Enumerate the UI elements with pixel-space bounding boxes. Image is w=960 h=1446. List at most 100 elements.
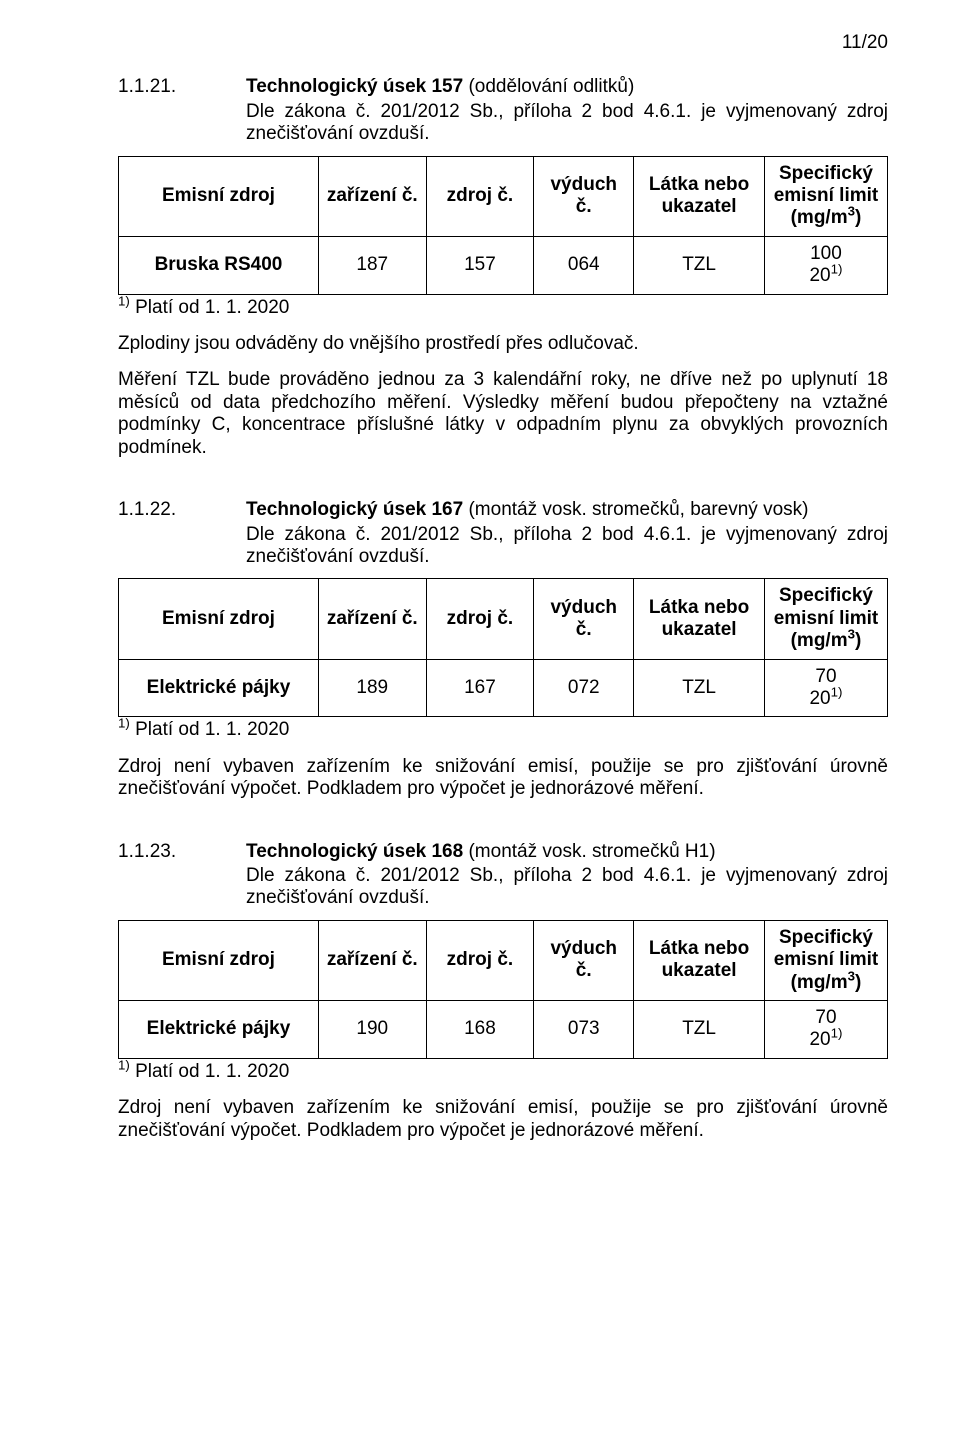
footnote-text: Platí od 1. 1. 2020 <box>130 1061 290 1082</box>
footnote-sup: 1) <box>118 293 130 308</box>
table-header-row: Emisní zdroj zařízení č. zdroj č. výduch… <box>119 156 888 236</box>
table-1: Emisní zdroj zařízení č. zdroj č. výduch… <box>118 156 888 295</box>
footnote-text: Platí od 1. 1. 2020 <box>130 297 290 318</box>
section-1-title: Technologický úsek 157 (oddělování odlit… <box>246 76 888 98</box>
section-2-sub: Dle zákona č. 201/2012 Sb., příloha 2 bo… <box>246 524 888 569</box>
th-vyduch: výduch č. <box>534 156 634 236</box>
page-number: 11/20 <box>118 32 888 54</box>
table-header-row: Emisní zdroj zařízení č. zdroj č. výduch… <box>119 579 888 659</box>
cell-latka: TZL <box>634 659 765 717</box>
th-limit: Specifický emisní limit (mg/m3) <box>764 579 887 659</box>
section-1-sub: Dle zákona č. 201/2012 Sb., příloha 2 bo… <box>246 101 888 146</box>
th-limit: Specifický emisní limit (mg/m3) <box>764 156 887 236</box>
cell-source: Elektrické pájky <box>119 1001 319 1059</box>
section-1-title-suffix: (oddělování odlitků) <box>468 76 634 97</box>
cell-limit-exp: 1) <box>831 685 843 700</box>
th-source: Emisní zdroj <box>119 920 319 1000</box>
paragraph-zdroj-3: Zdroj není vybaven zařízením ke snižován… <box>118 1097 888 1142</box>
paragraph-zplodiny: Zplodiny jsou odváděny do vnějšího prost… <box>118 333 888 355</box>
th-limit: Specifický emisní limit (mg/m3) <box>764 920 887 1000</box>
cell-limit-b: 20 <box>809 1029 830 1050</box>
section-2-title-suffix: (montáž vosk. stromečků, barevný vosk) <box>468 499 808 520</box>
th-zarizeni: zařízení č. <box>318 156 426 236</box>
footnote-sup: 1) <box>118 1057 130 1072</box>
cell-zarizeni: 190 <box>318 1001 426 1059</box>
cell-zarizeni: 187 <box>318 236 426 294</box>
section-2-title-bold: Technologický úsek 167 <box>246 499 468 520</box>
cell-source: Elektrické pájky <box>119 659 319 717</box>
cell-limit-exp: 1) <box>831 1026 843 1041</box>
th-limit-l3b: ) <box>855 207 861 228</box>
cell-limit-b: 20 <box>809 265 830 286</box>
table-header-row: Emisní zdroj zařízení č. zdroj č. výduch… <box>119 920 888 1000</box>
cell-source-text: Bruska RS400 <box>155 254 283 275</box>
th-limit-l2: emisní limit <box>774 185 879 206</box>
th-limit-exp: 3 <box>848 627 855 642</box>
th-limit-l1: Specifický <box>779 163 873 184</box>
footnote-2: 1) Platí od 1. 1. 2020 <box>118 719 888 741</box>
cell-limit-a: 70 <box>815 1007 836 1028</box>
th-limit-l3: (mg/m <box>791 207 848 228</box>
th-zdroj: zdroj č. <box>426 920 534 1000</box>
cell-limit-exp: 1) <box>831 262 843 277</box>
cell-latka: TZL <box>634 236 765 294</box>
footnote-1: 1) Platí od 1. 1. 2020 <box>118 297 888 319</box>
section-2-head: 1.1.22. Technologický úsek 167 (montáž v… <box>118 499 888 521</box>
th-limit-l1: Specifický <box>779 585 873 606</box>
section-2-number: 1.1.22. <box>118 499 246 521</box>
section-3-title: Technologický úsek 168 (montáž vosk. str… <box>246 841 888 863</box>
cell-vyduch: 073 <box>534 1001 634 1059</box>
cell-zdroj: 167 <box>426 659 534 717</box>
th-vyduch: výduch č. <box>534 920 634 1000</box>
cell-source-text: Elektrické pájky <box>147 1018 291 1039</box>
cell-source: Bruska RS400 <box>119 236 319 294</box>
footnote-3: 1) Platí od 1. 1. 2020 <box>118 1061 888 1083</box>
th-limit-l2: emisní limit <box>774 608 879 629</box>
th-limit-exp: 3 <box>848 968 855 983</box>
th-limit-exp: 3 <box>848 204 855 219</box>
th-limit-l3b: ) <box>855 630 861 651</box>
section-3-sub: Dle zákona č. 201/2012 Sb., příloha 2 bo… <box>246 865 888 910</box>
cell-zdroj: 168 <box>426 1001 534 1059</box>
section-1-title-bold: Technologický úsek 157 <box>246 76 468 97</box>
cell-zarizeni: 189 <box>318 659 426 717</box>
cell-limit-a: 70 <box>815 666 836 687</box>
th-vyduch: výduch č. <box>534 579 634 659</box>
th-limit-l2: emisní limit <box>774 949 879 970</box>
section-3-title-bold: Technologický úsek 168 <box>246 841 468 862</box>
footnote-text: Platí od 1. 1. 2020 <box>130 719 290 740</box>
section-3-title-suffix: (montáž vosk. stromečků H1) <box>468 841 715 862</box>
table-row: Elektrické pájky 189 167 072 TZL 70 201) <box>119 659 888 717</box>
table-3: Emisní zdroj zařízení č. zdroj č. výduch… <box>118 920 888 1059</box>
cell-latka: TZL <box>634 1001 765 1059</box>
cell-limit-b: 20 <box>809 688 830 709</box>
cell-zdroj: 157 <box>426 236 534 294</box>
th-zdroj: zdroj č. <box>426 579 534 659</box>
cell-limit: 70 201) <box>764 1001 887 1059</box>
section-2-title: Technologický úsek 167 (montáž vosk. str… <box>246 499 888 521</box>
cell-vyduch: 072 <box>534 659 634 717</box>
section-1-number: 1.1.21. <box>118 76 246 98</box>
cell-vyduch: 064 <box>534 236 634 294</box>
th-latka: Látka nebo ukazatel <box>634 920 765 1000</box>
cell-limit: 100 201) <box>764 236 887 294</box>
th-zdroj: zdroj č. <box>426 156 534 236</box>
th-limit-l1: Specifický <box>779 927 873 948</box>
th-latka: Látka nebo ukazatel <box>634 156 765 236</box>
cell-limit: 70 201) <box>764 659 887 717</box>
paragraph-mereni: Měření TZL bude prováděno jednou za 3 ka… <box>118 369 888 459</box>
section-1-head: 1.1.21. Technologický úsek 157 (oddělová… <box>118 76 888 98</box>
th-zarizeni: zařízení č. <box>318 579 426 659</box>
footnote-sup: 1) <box>118 716 130 731</box>
th-limit-l3: (mg/m <box>791 972 848 993</box>
table-row: Bruska RS400 187 157 064 TZL 100 201) <box>119 236 888 294</box>
th-source: Emisní zdroj <box>119 579 319 659</box>
cell-source-text: Elektrické pájky <box>147 677 291 698</box>
table-row: Elektrické pájky 190 168 073 TZL 70 201) <box>119 1001 888 1059</box>
th-latka: Látka nebo ukazatel <box>634 579 765 659</box>
section-3-number: 1.1.23. <box>118 841 246 863</box>
th-zarizeni: zařízení č. <box>318 920 426 1000</box>
table-2: Emisní zdroj zařízení č. zdroj č. výduch… <box>118 578 888 717</box>
paragraph-zdroj-2: Zdroj není vybaven zařízením ke snižován… <box>118 756 888 801</box>
th-source: Emisní zdroj <box>119 156 319 236</box>
